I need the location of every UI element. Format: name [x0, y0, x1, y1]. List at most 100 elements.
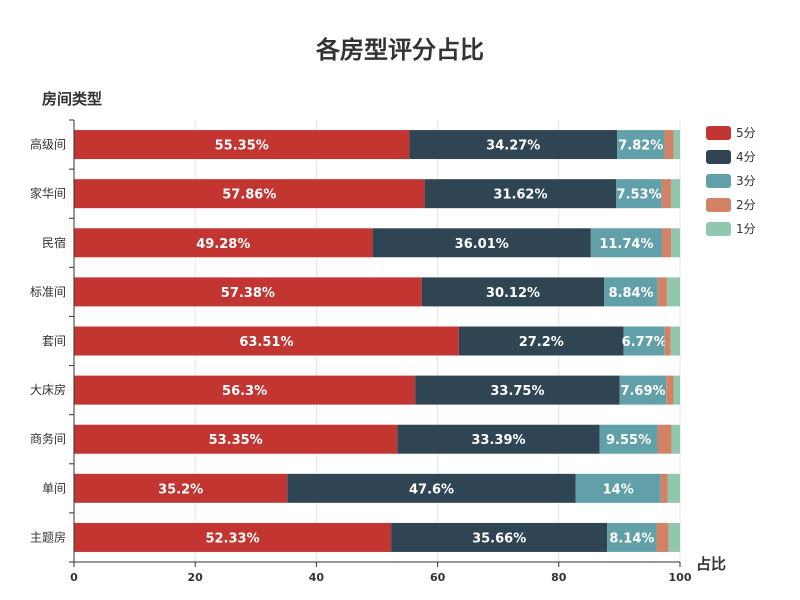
- bar-segment[interactable]: [671, 424, 680, 454]
- data-label: 7.69%: [620, 384, 665, 399]
- x-tick-label: 100: [669, 571, 692, 584]
- bar-segment[interactable]: [74, 473, 288, 503]
- legend-label[interactable]: 3分: [736, 174, 756, 188]
- bar-segment[interactable]: [670, 179, 680, 209]
- category-label: 套间: [42, 334, 66, 348]
- legend-label[interactable]: 2分: [736, 198, 756, 212]
- category-label: 高级间: [30, 137, 66, 152]
- bar-segment[interactable]: [617, 130, 665, 160]
- x-tick-label: 40: [309, 571, 325, 584]
- x-tick-label: 0: [70, 571, 78, 584]
- legend-label[interactable]: 5分: [736, 126, 756, 140]
- data-label: 6.77%: [622, 335, 667, 350]
- bar-segment[interactable]: [662, 228, 672, 258]
- data-label: 7.82%: [618, 139, 663, 154]
- bar-segment[interactable]: [666, 375, 674, 405]
- bar-segment[interactable]: [415, 375, 620, 405]
- data-label: 30.12%: [486, 286, 540, 301]
- data-label: 49.28%: [196, 237, 250, 252]
- bar-segment[interactable]: [657, 277, 667, 307]
- bar-segment[interactable]: [616, 179, 662, 209]
- bar-segment[interactable]: [74, 277, 422, 307]
- category-label: 单间: [42, 481, 66, 495]
- bar-segment[interactable]: [599, 424, 658, 454]
- data-label: 11.74%: [599, 237, 653, 252]
- bar-segment[interactable]: [668, 522, 680, 552]
- legend-swatch[interactable]: [706, 150, 731, 164]
- category-label: 大床房: [30, 382, 66, 397]
- bar-segment[interactable]: [74, 326, 459, 356]
- bar-segment[interactable]: [619, 375, 667, 405]
- data-label: 8.14%: [609, 531, 654, 546]
- chart-title: 各房型评分占比: [315, 36, 484, 64]
- bar-segment[interactable]: [670, 326, 680, 356]
- legend-swatch[interactable]: [706, 174, 731, 188]
- category-label: 标准间: [30, 285, 66, 299]
- bar-segment[interactable]: [667, 473, 680, 503]
- data-label: 33.39%: [471, 433, 525, 448]
- bar-segment[interactable]: [424, 179, 617, 209]
- data-label: 31.62%: [493, 188, 547, 203]
- data-label: 35.66%: [472, 531, 526, 546]
- bar-segment[interactable]: [458, 326, 624, 356]
- legend-swatch[interactable]: [706, 198, 731, 212]
- bar-segment[interactable]: [409, 130, 618, 160]
- bar-segment[interactable]: [74, 228, 373, 258]
- bar-segment[interactable]: [74, 130, 410, 160]
- legend-label[interactable]: 1分: [736, 222, 756, 236]
- bar-segment[interactable]: [660, 473, 668, 503]
- legend-label[interactable]: 4分: [736, 150, 756, 164]
- category-label: 家华间: [30, 186, 66, 201]
- data-label: 57.86%: [222, 188, 276, 203]
- x-tick-label: 80: [551, 571, 567, 584]
- bar-segment[interactable]: [661, 179, 671, 209]
- bar-segment[interactable]: [397, 424, 600, 454]
- data-label: 36.01%: [455, 237, 509, 252]
- data-label: 55.35%: [215, 139, 269, 154]
- category-label: 民宿: [42, 235, 66, 250]
- legend-swatch[interactable]: [706, 222, 731, 236]
- data-label: 34.27%: [486, 139, 540, 154]
- bar-segment[interactable]: [74, 179, 425, 209]
- data-label: 7.53%: [617, 188, 662, 203]
- bar-segment[interactable]: [664, 326, 671, 356]
- data-label: 9.55%: [606, 433, 651, 448]
- data-label: 14%: [603, 482, 634, 497]
- category-label: 主题房: [30, 529, 66, 544]
- bar-segment[interactable]: [74, 522, 392, 552]
- data-label: 27.2%: [519, 335, 564, 350]
- bar-segment[interactable]: [671, 228, 680, 258]
- bar-segment[interactable]: [590, 228, 663, 258]
- data-label: 56.3%: [222, 384, 267, 399]
- y-axis-name: 房间类型: [42, 90, 102, 108]
- data-label: 53.35%: [209, 433, 263, 448]
- bar-segment[interactable]: [623, 326, 665, 356]
- bar-segment[interactable]: [664, 130, 674, 160]
- bar-segment[interactable]: [656, 522, 669, 552]
- bar-segment[interactable]: [657, 424, 672, 454]
- bar-segment[interactable]: [607, 522, 657, 552]
- data-label: 8.84%: [608, 286, 653, 301]
- bar-segment[interactable]: [666, 277, 680, 307]
- bar-segment[interactable]: [74, 375, 416, 405]
- data-label: 33.75%: [490, 384, 544, 399]
- bar-segment[interactable]: [604, 277, 658, 307]
- bar-segment[interactable]: [673, 375, 680, 405]
- legend-swatch[interactable]: [706, 126, 731, 140]
- x-tick-label: 60: [430, 571, 446, 584]
- bar-segment[interactable]: [391, 522, 608, 552]
- bar-segment[interactable]: [575, 473, 661, 503]
- data-label: 57.38%: [221, 286, 275, 301]
- data-label: 35.2%: [158, 482, 203, 497]
- bar-segment[interactable]: [287, 473, 576, 503]
- bar-segment[interactable]: [372, 228, 591, 258]
- category-label: 商务间: [30, 431, 66, 446]
- bar-segment[interactable]: [673, 130, 680, 160]
- bar-segment[interactable]: [74, 424, 398, 454]
- data-label: 47.6%: [409, 482, 454, 497]
- data-label: 52.33%: [205, 531, 259, 546]
- x-axis-name: 占比: [696, 555, 726, 573]
- bar-segment[interactable]: [421, 277, 605, 307]
